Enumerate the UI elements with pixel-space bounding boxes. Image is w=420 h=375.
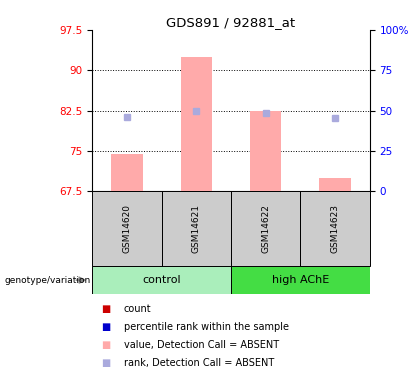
Text: genotype/variation: genotype/variation	[4, 276, 90, 285]
Text: high AChE: high AChE	[272, 275, 329, 285]
Text: ■: ■	[101, 340, 110, 350]
Bar	[92, 266, 231, 294]
Text: GSM14621: GSM14621	[192, 204, 201, 253]
Bar	[231, 266, 370, 294]
Bar	[231, 191, 300, 266]
Text: GSM14623: GSM14623	[331, 204, 339, 253]
Bar	[162, 191, 231, 266]
Text: rank, Detection Call = ABSENT: rank, Detection Call = ABSENT	[124, 358, 274, 368]
Title: GDS891 / 92881_at: GDS891 / 92881_at	[166, 16, 296, 29]
Bar	[181, 57, 212, 191]
Text: ■: ■	[101, 322, 110, 332]
Text: percentile rank within the sample: percentile rank within the sample	[124, 322, 289, 332]
Text: control: control	[142, 275, 181, 285]
Bar	[300, 191, 370, 266]
Bar	[92, 191, 162, 266]
Bar	[250, 111, 281, 191]
Text: GSM14622: GSM14622	[261, 204, 270, 253]
Text: value, Detection Call = ABSENT: value, Detection Call = ABSENT	[124, 340, 279, 350]
Text: ■: ■	[101, 304, 110, 314]
Text: count: count	[124, 304, 152, 314]
Bar	[111, 154, 143, 191]
Text: ■: ■	[101, 358, 110, 368]
Text: GSM14620: GSM14620	[123, 204, 131, 253]
Bar	[319, 178, 351, 191]
